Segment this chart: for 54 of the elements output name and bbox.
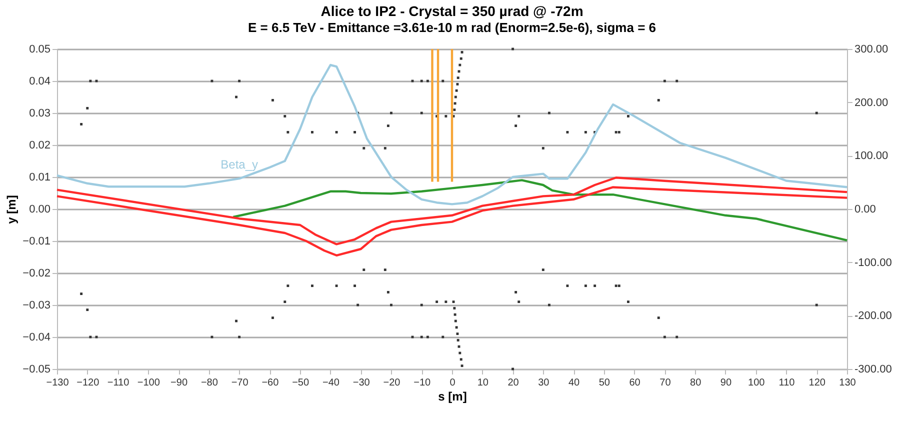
x-tick-label: 80 [690,378,702,388]
chart-subtitle: E = 6.5 TeV - Emittance =3.61e-10 m rad (Enorm=2.5e-6), sigma = 6 [248,20,656,35]
x-tick-label: 0 [450,378,456,388]
y-tick-label: 0.04 [29,76,50,88]
y-tick-label: −0.04 [22,332,50,344]
series-label: Beta_y [220,158,258,172]
chart-title: Alice to IP2 - Crystal = 350 µrad @ -72m [320,3,584,19]
y-axis-title: y [m] [4,195,19,224]
y-tick-label: 0.02 [29,140,50,152]
x-tick-label: −90 [170,378,188,388]
x-tick-label: 20 [508,378,520,388]
x-tick-label: 30 [538,378,550,388]
y2-tick-label: 200.00 [854,96,888,109]
line-series [232,179,848,242]
x-tick-label: −30 [352,378,370,388]
x-tick-label: −130 [46,378,70,388]
y2-tick-label: 300.00 [854,44,888,56]
y2-tick-label: 100.00 [854,150,888,162]
y-tick-label: 0.00 [29,204,50,216]
x-tick-label: −100 [137,378,160,388]
x-tick-label: −110 [107,378,130,388]
x-tick-label: 70 [660,378,672,388]
y-tick-label: −0.03 [22,300,50,312]
x-tick-label: 60 [629,378,641,388]
x-tick-label: 110 [778,378,796,388]
y-tick-label: 0.03 [29,108,50,120]
x-tick-label: 50 [598,378,610,388]
x-tick-label: 120 [808,378,826,388]
x-tick-label: 100 [748,378,766,388]
y-tick-label: −0.05 [22,364,50,376]
x-tick-label: −50 [292,378,310,388]
y2-tick-label: 0.00 [854,204,876,216]
x-tick-label: −10 [414,378,432,388]
x-tick-label: −20 [383,378,401,388]
x-tick-label: −120 [76,378,100,388]
x-tick-label: 40 [568,378,580,388]
x-tick-label: 10 [477,378,489,388]
y-tick-label: 0.01 [29,172,50,184]
y2-tick-label: -300.00 [854,364,892,376]
x-tick-label: 130 [839,378,856,388]
y-tick-label: 0.05 [29,44,50,56]
y-tick-label: −0.02 [22,268,50,280]
x-tick-label: −80 [200,378,218,388]
x-tick-label: −40 [322,378,340,388]
x-axis-title: s [m] [438,390,467,404]
x-tick-label: −60 [262,378,280,388]
y-tick-label: −0.01 [22,236,50,248]
x-tick-label: −70 [231,378,249,388]
line-series [56,64,848,206]
y2-tick-label: -100.00 [854,256,892,269]
line-series [56,186,848,256]
x-tick-label: 90 [720,378,732,388]
line-series [56,176,848,246]
y2-tick-label: -200.00 [854,310,892,322]
